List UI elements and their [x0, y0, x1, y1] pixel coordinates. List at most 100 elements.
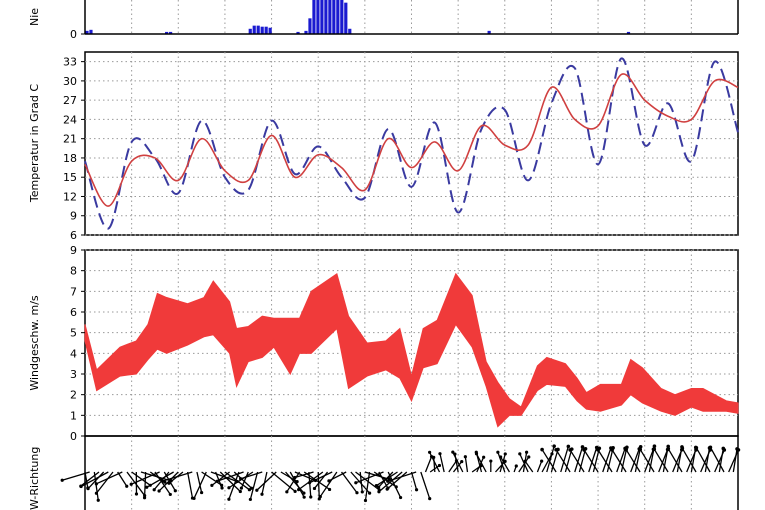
wind-vector	[364, 471, 371, 501]
wind-vector-head	[297, 488, 301, 492]
wind-direction-ylabel: W-Richtung	[28, 447, 41, 510]
wind-vector	[667, 448, 683, 473]
wind-vector-head	[168, 492, 172, 497]
wind-vector	[499, 453, 506, 473]
wind-vector-head	[666, 446, 671, 451]
wind-vector-head	[293, 475, 297, 480]
wind-vector-head	[227, 497, 231, 501]
wind-vector	[378, 471, 403, 493]
wind-vector-head	[580, 445, 585, 449]
temperature-yticks: 6 9 12 15 18 21 24 27 30 33	[63, 56, 85, 242]
y-tick-label: 5	[70, 327, 77, 340]
wind-vector-head	[451, 450, 455, 454]
wind-vector-head	[523, 459, 527, 463]
wind-vector	[732, 448, 738, 473]
wind-vector-head	[368, 491, 372, 495]
wind-vector-head	[248, 497, 252, 502]
wind-vector	[386, 471, 408, 490]
wind-vector	[162, 471, 193, 482]
wind-vector-head	[152, 488, 156, 492]
wind-vector-head	[327, 487, 332, 492]
wind-vector	[294, 471, 314, 479]
wind-vector	[84, 471, 89, 489]
wind-vector-head	[398, 495, 403, 500]
y-tick-label: 18	[63, 152, 77, 165]
wind-vector-head	[437, 463, 442, 468]
wind-vector	[536, 460, 543, 473]
wind-vector-head	[638, 447, 643, 452]
wind-vector	[285, 471, 305, 494]
wind-speed-band-area	[84, 272, 739, 428]
precip-bar	[316, 0, 320, 34]
wind-vector	[606, 447, 614, 473]
wind-vector	[217, 471, 244, 482]
precip-bar	[332, 0, 336, 34]
wind-vector	[424, 456, 433, 473]
wind-vector-head	[215, 479, 219, 483]
wind-vector	[154, 471, 171, 495]
wind-vector-head	[463, 455, 467, 459]
wind-vector-head	[460, 459, 464, 464]
y-tick-label: 7	[70, 285, 77, 298]
wind-vector	[541, 453, 553, 473]
wind-vector-head	[525, 450, 529, 454]
wind-vector-head	[540, 447, 544, 452]
wind-vector-head	[94, 482, 98, 486]
wind-vector-head	[255, 488, 259, 492]
precip-bar	[264, 26, 268, 34]
wind-vector-head	[355, 491, 359, 495]
y-tick-label: 8	[70, 265, 77, 278]
wind-vector	[524, 460, 534, 473]
wind-vector-head	[60, 478, 64, 482]
temperature-ylabel: Temperatur in Grad C	[28, 84, 41, 203]
wind-speed-band	[84, 272, 739, 428]
wind-vector	[228, 471, 240, 500]
wind-vector	[303, 471, 330, 490]
wind-vector	[289, 471, 305, 498]
temperature-lines	[84, 57, 739, 230]
wind-vector	[676, 446, 683, 473]
wind-vector-head	[210, 483, 214, 487]
wind-vector	[410, 471, 418, 490]
wind-vector-head	[489, 459, 493, 463]
wind-vector	[249, 471, 259, 500]
wind-vector-head	[518, 452, 522, 456]
wind-vector-head	[428, 497, 432, 501]
wind-vector-head	[239, 477, 243, 481]
y-tick-label: 6	[70, 229, 77, 242]
wind-vector	[193, 471, 207, 499]
wind-vector	[298, 471, 324, 491]
wind-vector-head	[302, 491, 306, 495]
wind-vector-head	[173, 489, 177, 493]
wind-vector	[80, 471, 109, 488]
precip-bar	[336, 0, 340, 34]
wind-vector	[625, 449, 641, 473]
wind-vector-head	[482, 455, 486, 459]
y-tick-label: 27	[63, 94, 77, 107]
y-tick-label: 3	[70, 368, 77, 381]
wind-vector-head	[249, 486, 254, 490]
precip-bar	[169, 31, 173, 34]
wind-vector	[359, 471, 363, 492]
wind-vector	[518, 456, 530, 473]
wind-vector-head	[318, 494, 322, 499]
precip-bar	[308, 18, 312, 34]
wind-vector-head	[227, 486, 231, 490]
precip-bar	[348, 28, 352, 34]
wind-vector-head	[414, 488, 419, 492]
precip-bar	[324, 0, 328, 34]
precip-bar	[328, 0, 332, 34]
wind-vector-head	[499, 455, 503, 459]
precip-bar	[304, 30, 308, 34]
y-tick-label: 6	[70, 306, 77, 319]
wind-vector	[439, 453, 445, 473]
wind-vector-head	[157, 489, 161, 493]
wind-vector-head	[192, 496, 196, 501]
wind-vector	[355, 471, 380, 491]
wind-vector	[464, 456, 469, 473]
wind-speed-yticks: 0 1 2 3 4 5 6 7 8 9	[70, 244, 85, 443]
wind-vector-head	[624, 447, 628, 452]
y-tick-label: 9	[70, 244, 77, 257]
